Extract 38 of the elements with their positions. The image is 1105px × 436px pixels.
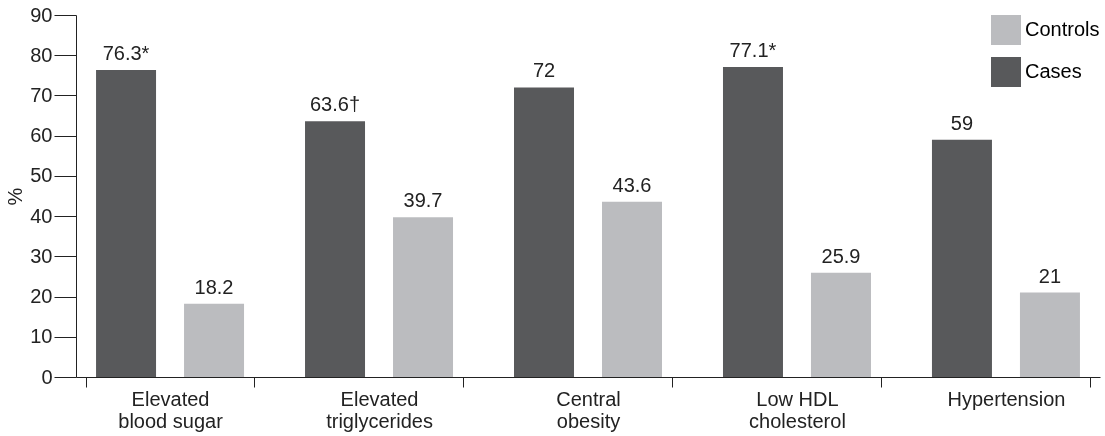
bar xyxy=(514,87,574,377)
data-label: 21 xyxy=(1038,264,1062,287)
y-tick-label: 20 xyxy=(30,285,53,308)
bar xyxy=(602,201,662,377)
x-tick-label: Elevated blood sugar xyxy=(118,387,224,432)
legend-label: Controls xyxy=(1025,18,1100,40)
y-tick-label: 10 xyxy=(30,325,53,348)
y-tick-label: 50 xyxy=(30,164,53,187)
data-label: 59 xyxy=(950,111,974,134)
y-tick-label: 0 xyxy=(41,365,53,388)
data-label: 18.2 xyxy=(194,275,234,298)
data-label: 25.9 xyxy=(821,244,861,267)
bar xyxy=(931,139,992,377)
y-tick-label: 30 xyxy=(30,244,53,267)
y-tick-label: 60 xyxy=(30,124,53,147)
data-label: 63.6† xyxy=(309,93,361,116)
bar xyxy=(184,303,245,377)
bar xyxy=(305,121,366,377)
bar xyxy=(96,70,157,377)
x-tick-label: Low HDL cholesterol xyxy=(749,387,846,432)
bar xyxy=(393,217,454,377)
y-tick-label: 40 xyxy=(30,204,53,227)
y-tick-label: 70 xyxy=(30,83,53,106)
x-tick-label: Hypertension xyxy=(947,387,1066,410)
data-label: 43.6 xyxy=(612,173,652,196)
data-label: 72 xyxy=(532,59,556,82)
bar xyxy=(722,66,783,377)
data-label: 39.7 xyxy=(403,189,443,212)
y-axis-title: % xyxy=(4,187,27,206)
y-tick-label: 90 xyxy=(30,3,53,26)
bar xyxy=(810,272,871,377)
bar xyxy=(1019,292,1080,377)
data-label: 77.1* xyxy=(729,38,777,61)
legend-label: Cases xyxy=(1025,60,1082,82)
y-tick-label: 80 xyxy=(30,43,53,66)
data-label: 76.3* xyxy=(102,42,150,65)
x-tick-label: Central obesity xyxy=(556,387,621,432)
x-tick-label: Elevated triglycerides xyxy=(326,387,433,432)
